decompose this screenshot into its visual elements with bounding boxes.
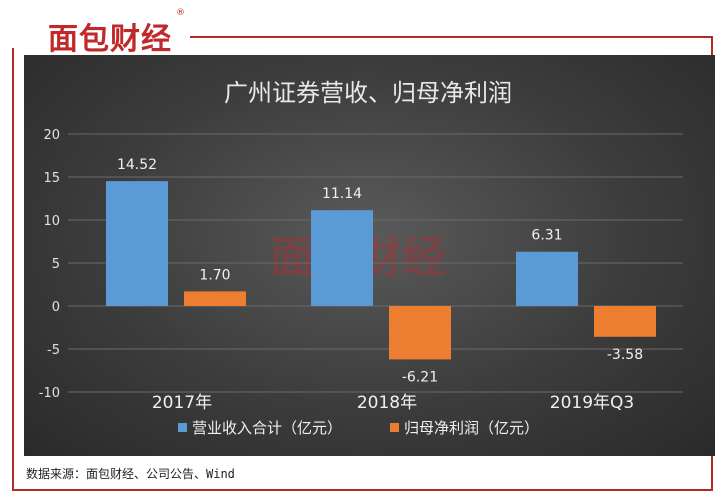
data-label: 11.14: [322, 186, 362, 202]
revenue-bar: [516, 251, 578, 306]
y-tick-label: -10: [39, 386, 60, 401]
brand-logo: 面包财经: [48, 22, 172, 57]
legend-swatch: [390, 423, 399, 432]
x-category-label: 2017年: [152, 393, 212, 413]
y-tick-label: -5: [47, 343, 60, 358]
x-category-label: 2018年: [357, 393, 417, 413]
data-label: 6.31: [531, 228, 562, 244]
legend-swatch: [178, 423, 187, 432]
source-note: 数据来源：面包财经、公司公告、Wind: [26, 467, 235, 481]
data-label: -6.21: [402, 369, 438, 385]
logo-backdrop: [10, 20, 190, 48]
x-category-label: 2019年Q3: [550, 393, 634, 413]
legend-label: 归母净利润（亿元）: [404, 419, 539, 437]
revenue-bar: [311, 210, 373, 306]
y-tick-label: 10: [43, 214, 60, 229]
data-label: 1.70: [199, 267, 230, 283]
data-label: -3.58: [607, 347, 643, 363]
net-profit-bar: [594, 306, 656, 337]
y-tick-label: 20: [43, 128, 60, 143]
net-profit-bar: [184, 291, 246, 306]
y-tick-label: 0: [52, 300, 60, 315]
y-tick-label: 15: [43, 171, 60, 186]
net-profit-bar: [389, 306, 451, 360]
legend-label: 营业收入合计（亿元）: [192, 419, 342, 437]
chart-title: 广州证券营收、归母净利润: [224, 79, 512, 107]
registered-mark: ®: [176, 8, 185, 18]
y-tick-label: 5: [52, 257, 60, 272]
revenue-bar: [106, 181, 168, 306]
data-label: 14.52: [117, 157, 157, 173]
